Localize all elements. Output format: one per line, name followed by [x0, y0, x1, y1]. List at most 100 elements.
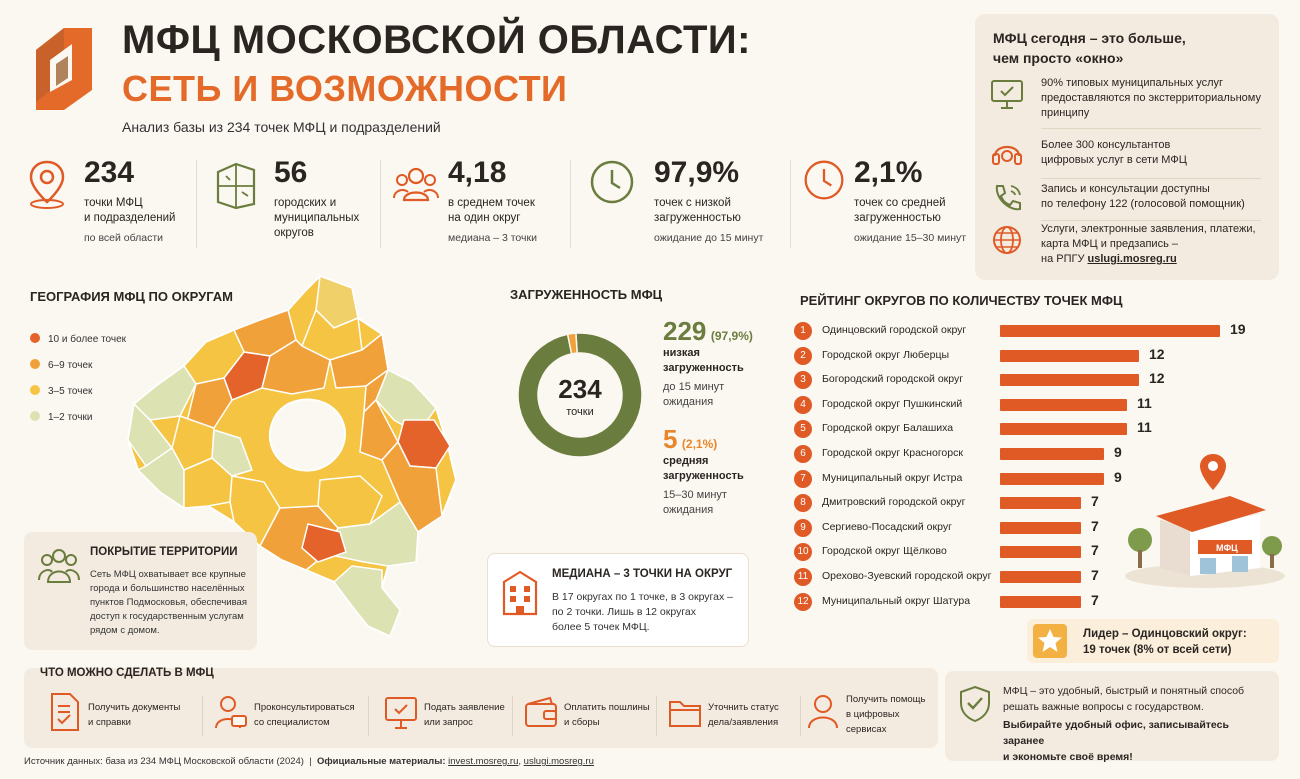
- district-name: Орехово-Зуевский городской округ: [822, 570, 992, 582]
- ranking-row: 7 Муниципальный округ Истра 9: [790, 469, 1250, 491]
- mid-load-label: средняя загруженность: [663, 454, 744, 484]
- stat-label: и подразделений: [84, 212, 176, 224]
- text-line: ожидания: [663, 396, 714, 408]
- stat-value: 4,18: [448, 156, 507, 189]
- uslugi-link[interactable]: uslugi.mosreg.ru: [523, 756, 594, 767]
- action-item[interactable]: Проконсультироваться со специалистом: [214, 692, 364, 742]
- action-item[interactable]: Подать заявление или запрос: [384, 692, 514, 742]
- document-check-icon: [51, 693, 79, 731]
- stat-mid-load: 2,1% точек со средней загруженностью ожи…: [802, 152, 967, 252]
- stat-average: 4,18 в среднем точек на один округ медиа…: [392, 152, 567, 252]
- load-donut-chart: [517, 332, 643, 458]
- leader-text: Лидер – Одинцовский округ: 19 точек (8% …: [1083, 626, 1247, 658]
- coverage-title: ПОКРЫТИЕ ТЕРРИТОРИИ: [90, 546, 238, 558]
- today-item-text: Запись и консультации доступны по телефо…: [1041, 182, 1271, 212]
- text-line: Оплатить пошлины: [564, 702, 650, 713]
- action-label: Проконсультироваться со специалистом: [254, 700, 355, 730]
- title-line: чем просто «окно»: [993, 50, 1124, 66]
- action-label: Получить помощь в цифровых сервисах: [846, 692, 925, 737]
- action-item[interactable]: Получить помощь в цифровых сервисах: [806, 692, 934, 742]
- divider: [570, 160, 571, 248]
- legend-label: 3–5 точек: [48, 386, 93, 397]
- ranking-row: 12 Муниципальный округ Шатура 7: [790, 592, 1250, 614]
- stat-label: в среднем точек: [448, 197, 535, 209]
- text-line: и справки: [88, 717, 131, 728]
- separator: ,: [518, 756, 522, 767]
- district-name: Дмитровский городской округ: [822, 496, 966, 509]
- stat-value: 2,1%: [854, 156, 923, 189]
- shield-check-icon: [960, 685, 990, 723]
- text-line: более 5 точек МФЦ.: [552, 621, 650, 633]
- text-line: Уточнить статус: [708, 702, 779, 713]
- ranking-value: 9: [1114, 468, 1122, 485]
- text-line: Более 300 консультантов: [1041, 139, 1171, 151]
- text-line: Получить помощь: [846, 694, 926, 705]
- text-line: МФЦ – это удобный, быстрый и понятный сп…: [1003, 685, 1245, 697]
- ranking-row: 6 Городской округ Красногорск 9: [790, 444, 1250, 466]
- divider: [380, 160, 381, 248]
- ranking-bar: [1000, 497, 1081, 510]
- district-name: Городской округ Щёлково: [822, 545, 947, 558]
- text-line: Проконсультироваться: [254, 702, 355, 713]
- consultant-icon: [215, 696, 247, 729]
- text-line: на РПГУ: [1041, 253, 1088, 265]
- rank-number: 9: [794, 518, 812, 537]
- text-line: Подать заявление: [424, 702, 505, 713]
- invest-link[interactable]: invest.mosreg.ru: [448, 756, 519, 767]
- text-line: в цифровых: [846, 709, 900, 720]
- note-callout: Выбирайте удобный офис, записывайтесь за…: [1003, 717, 1273, 765]
- page-title: МФЦ МОСКОВСКОЙ ОБЛАСТИ:: [122, 18, 751, 62]
- summary-note: МФЦ – это удобный, быстрый и понятный сп…: [945, 671, 1279, 763]
- load-section-title: ЗАГРУЖЕННОСТЬ МФЦ: [510, 287, 663, 302]
- rank-number: 7: [794, 469, 812, 488]
- ranking-value: 7: [1091, 591, 1099, 608]
- text-line: загруженность: [663, 362, 744, 374]
- divider: [1041, 178, 1261, 179]
- text-line: и экономьте своё время!: [1003, 751, 1133, 763]
- title-line: МФЦ сегодня – это больше,: [993, 30, 1186, 46]
- globe-icon: [993, 226, 1021, 254]
- text-line: цифровых услуг в сети МФЦ: [1041, 154, 1187, 166]
- action-item[interactable]: Оплатить пошлины и сборы: [524, 692, 654, 742]
- text-line: Получить документы: [88, 702, 181, 713]
- rpgu-link[interactable]: uslugi.mosreg.ru: [1087, 253, 1177, 265]
- rank-number: 4: [794, 395, 812, 414]
- divider: [202, 696, 203, 736]
- text-line: Услуги, электронные заявления, платежи,: [1041, 223, 1256, 235]
- district-name: Городской округ Красногорск: [822, 447, 963, 459]
- text-line: дела/заявления: [708, 717, 779, 728]
- map-section-title: ГЕОГРАФИЯ МФЦ ПО ОКРУГАМ: [30, 289, 234, 304]
- text-line: города и большинство населённых: [90, 583, 245, 594]
- rank-number: 2: [794, 346, 812, 365]
- legend-label: 1–2 точки: [48, 412, 93, 423]
- legend-label: 10 и более точек: [48, 334, 127, 345]
- text-line: до 15 минут: [663, 381, 725, 393]
- stat-sub: ожидание до 15 минут: [654, 232, 764, 244]
- location-pin-icon: [29, 160, 65, 209]
- district-name: Богородский городской округ: [822, 373, 964, 386]
- district-name: Городской округ Балашиха: [822, 422, 954, 435]
- text-line: низкая: [663, 347, 700, 359]
- stat-points: 234 точки МФЦ и подразделений по всей об…: [24, 152, 194, 252]
- ranking-bar: [1000, 521, 1081, 534]
- text-line: со специалистом: [254, 717, 330, 728]
- building-icon: [502, 570, 538, 616]
- actions-title: ЧТО МОЖНО СДЕЛАТЬ В МФЦ: [40, 667, 214, 679]
- text-line: 19 точек (8% от всей сети): [1083, 644, 1232, 656]
- ranking-row: 4 Городской округ Пушкинский 11: [790, 395, 1250, 417]
- map-legend-item: 1–2 точки: [30, 411, 92, 423]
- ranking-bar: [1000, 325, 1220, 337]
- building-sign: МФЦ: [1216, 543, 1238, 553]
- district-name: Городской округ Люберцы: [822, 348, 950, 361]
- clock-icon: [804, 160, 844, 200]
- map-legend-item: 6–9 точек: [30, 359, 92, 371]
- median-title: МЕДИАНА – 3 ТОЧКИ НА ОКРУГ: [552, 568, 733, 580]
- action-item[interactable]: Уточнить статус дела/заявления: [668, 692, 798, 742]
- coverage-text: Сеть МФЦ охватывает все крупные города и…: [90, 568, 250, 638]
- today-item-text: Более 300 консультантов цифровых услуг в…: [1041, 138, 1271, 168]
- today-item-text: Услуги, электронные заявления, платежи, …: [1041, 222, 1271, 267]
- action-item[interactable]: Получить документы и справки: [48, 692, 198, 742]
- low-load-percent: (97,9%): [710, 329, 753, 343]
- divider: [1041, 220, 1261, 221]
- action-label: Уточнить статус дела/заявления: [708, 700, 779, 730]
